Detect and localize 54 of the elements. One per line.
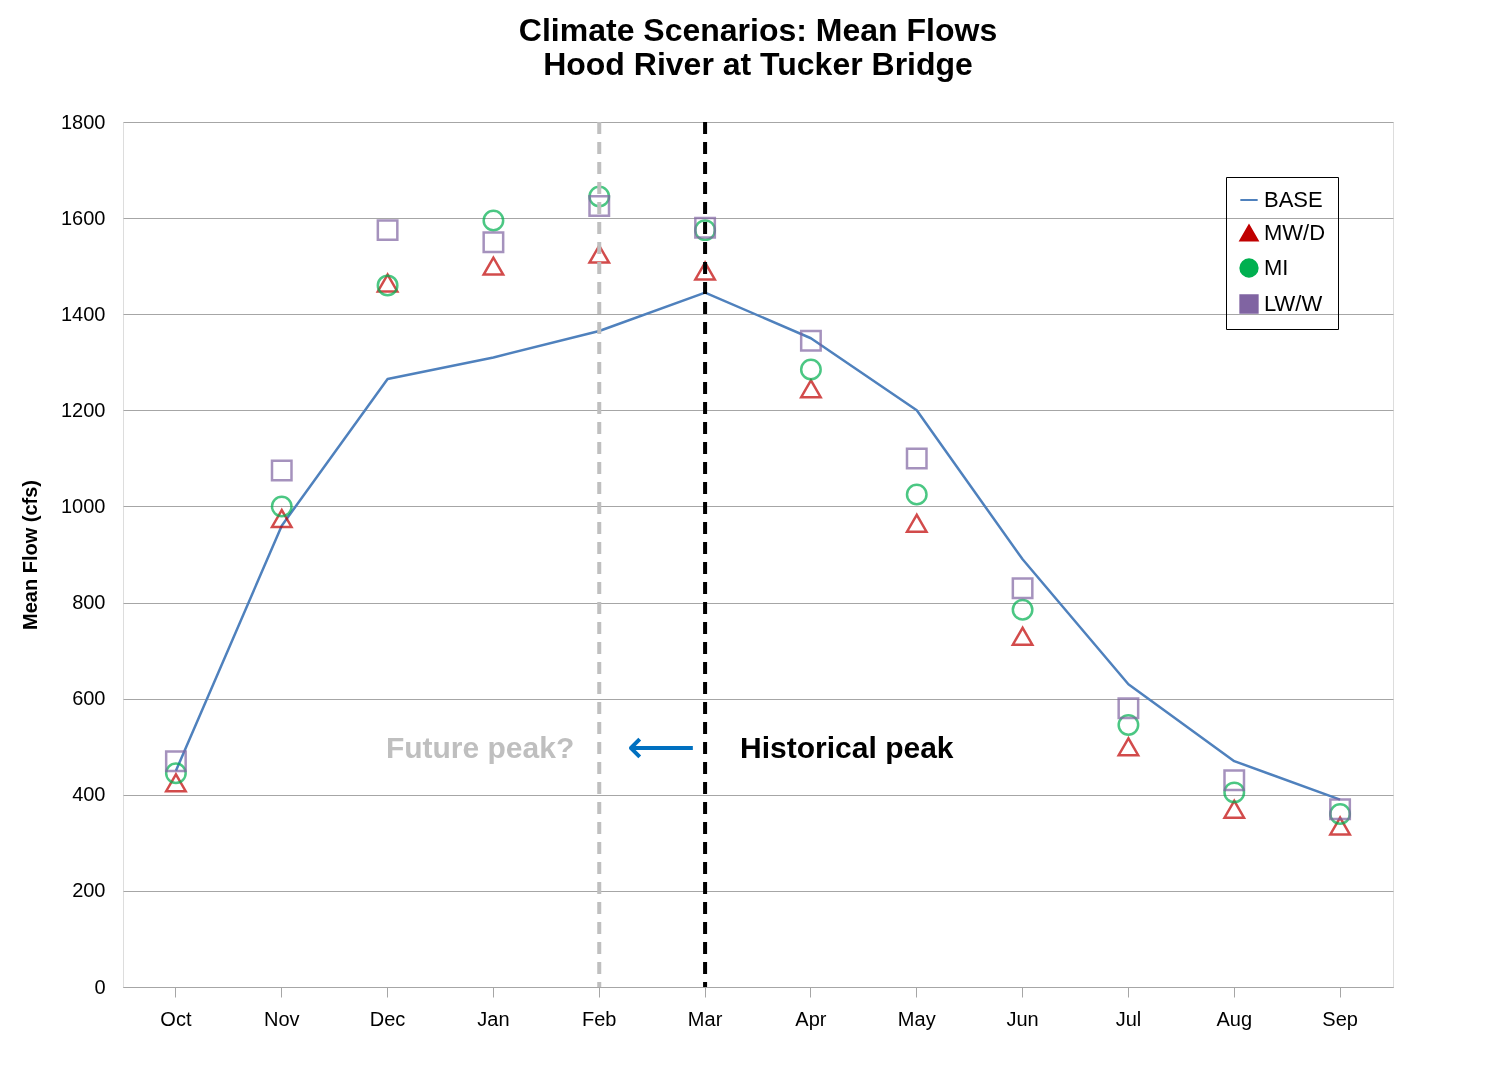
point [1223, 799, 1246, 819]
y-tick-label: 200 [72, 879, 106, 902]
y-tick-label: 1200 [61, 398, 106, 421]
x-tick-label: Mar [687, 1007, 723, 1030]
ref-line-label: Historical peak [740, 731, 954, 765]
point [482, 209, 505, 232]
point [482, 256, 505, 276]
legend-label: LW/W [1264, 291, 1323, 316]
point [1011, 598, 1034, 621]
point [905, 513, 928, 533]
point [1117, 737, 1140, 757]
x-tick-label: Apr [795, 1007, 827, 1030]
x-tick-label: Sep [1322, 1007, 1358, 1030]
y-tick-label: 1400 [61, 302, 106, 325]
point [1329, 798, 1352, 821]
point [1011, 626, 1034, 646]
x-tick-label: Jul [1115, 1007, 1142, 1030]
chart-title: Climate Scenarios: Mean Flows Hood River at Tucker Bridge [518, 12, 998, 82]
point [376, 219, 399, 242]
annotation: ⟵ [626, 718, 696, 775]
x-tick-label: Nov [263, 1007, 300, 1030]
point [905, 483, 928, 506]
y-tick-label: 800 [72, 591, 106, 614]
y-tick-label: 1800 [61, 110, 106, 133]
legend-label: MW/D [1264, 220, 1326, 245]
point [1117, 697, 1140, 720]
x-tick-label: Aug [1216, 1007, 1253, 1030]
point [799, 358, 822, 381]
point [270, 459, 293, 482]
ref-line-label: Future peak? [385, 731, 575, 765]
y-tick-label: 0 [94, 975, 106, 998]
point [164, 750, 187, 773]
legend-label: MI [1264, 255, 1289, 280]
point [588, 195, 611, 218]
point [799, 379, 822, 399]
point [1223, 769, 1246, 792]
point [905, 447, 928, 470]
y-tick-label: 600 [72, 687, 106, 710]
point [1117, 714, 1140, 737]
x-tick-label: Oct [160, 1007, 192, 1030]
point [482, 231, 505, 254]
point [1011, 577, 1034, 600]
x-tick-label: Dec [369, 1007, 406, 1030]
x-tick-label: Jun [1006, 1007, 1039, 1030]
y-tick-label: 400 [72, 783, 106, 806]
y-tick-label: 1000 [61, 494, 106, 517]
x-tick-label: Jan [477, 1007, 510, 1030]
point [799, 329, 822, 352]
y-tick-label: 1600 [61, 206, 106, 229]
legend-label: BASE [1264, 187, 1323, 212]
x-tick-label: Feb [582, 1007, 617, 1030]
point [270, 495, 293, 518]
y-axis-title: Mean Flow (cfs) [19, 479, 42, 631]
x-tick-label: May [897, 1007, 936, 1030]
